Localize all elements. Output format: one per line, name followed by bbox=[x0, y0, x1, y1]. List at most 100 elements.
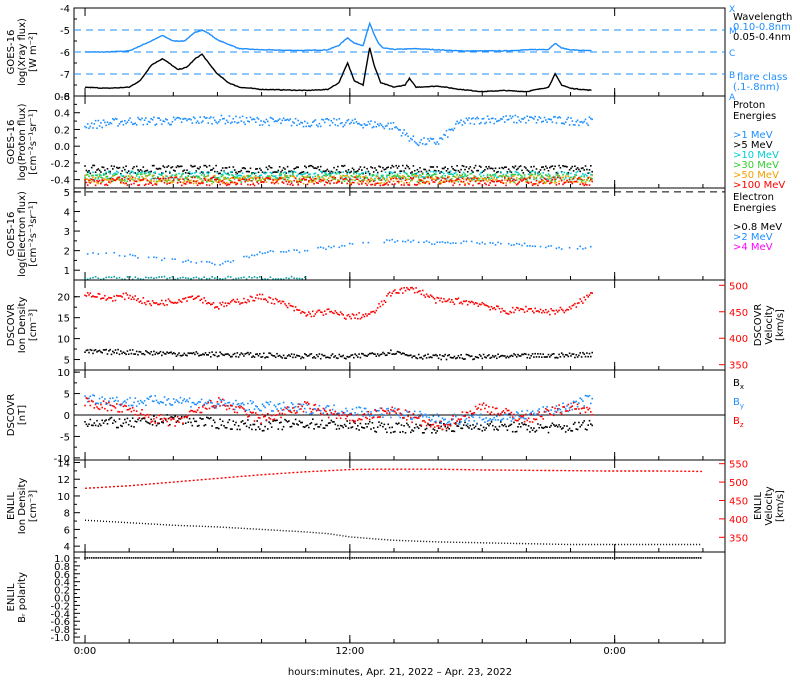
data-point bbox=[306, 171, 309, 174]
data-point bbox=[112, 180, 114, 182]
data-point bbox=[325, 424, 327, 427]
data-point bbox=[240, 120, 243, 122]
data-point bbox=[312, 412, 314, 414]
data-point bbox=[139, 557, 141, 559]
data-point bbox=[522, 179, 525, 181]
data-point bbox=[537, 172, 539, 174]
data-point bbox=[354, 118, 356, 120]
data-point bbox=[521, 180, 523, 182]
data-point bbox=[361, 426, 363, 428]
data-point bbox=[233, 411, 236, 413]
data-point bbox=[261, 252, 264, 255]
data-point bbox=[285, 175, 288, 177]
data-point bbox=[131, 278, 134, 281]
data-point bbox=[517, 353, 519, 356]
data-point bbox=[298, 420, 301, 422]
data-point bbox=[106, 298, 109, 300]
data-point bbox=[131, 404, 134, 407]
data-point bbox=[583, 184, 585, 187]
data-point bbox=[587, 355, 589, 358]
data-point bbox=[290, 425, 293, 428]
data-point bbox=[157, 557, 159, 559]
data-point bbox=[195, 121, 198, 124]
data-point bbox=[145, 303, 147, 306]
data-point bbox=[476, 408, 478, 410]
data-point bbox=[347, 171, 350, 173]
data-point bbox=[171, 404, 174, 406]
data-point bbox=[203, 353, 205, 356]
data-point bbox=[184, 415, 187, 418]
data-point bbox=[229, 180, 232, 182]
data-point bbox=[312, 165, 314, 168]
data-point bbox=[370, 311, 372, 313]
data-point bbox=[235, 182, 237, 184]
data-point bbox=[125, 165, 127, 167]
data-point bbox=[137, 353, 139, 356]
data-point bbox=[229, 181, 232, 184]
data-point bbox=[398, 408, 400, 410]
legend-entry-label: >1 MeV bbox=[733, 130, 773, 141]
data-point bbox=[407, 135, 409, 138]
data-point bbox=[343, 245, 346, 247]
data-point bbox=[366, 315, 368, 317]
data-point bbox=[510, 180, 513, 183]
data-point bbox=[437, 425, 440, 427]
data-point bbox=[221, 118, 224, 120]
data-point bbox=[530, 116, 532, 118]
data-point bbox=[296, 354, 298, 357]
data-point bbox=[210, 401, 212, 404]
data-point bbox=[329, 311, 331, 313]
data-point bbox=[96, 181, 98, 184]
data-point bbox=[539, 173, 542, 175]
data-point bbox=[531, 182, 534, 185]
data-point bbox=[384, 168, 387, 170]
data-point bbox=[89, 292, 92, 294]
data-point bbox=[428, 181, 431, 184]
data-point bbox=[510, 177, 513, 179]
data-point bbox=[357, 170, 359, 172]
data-point bbox=[432, 170, 435, 173]
data-point bbox=[248, 276, 250, 278]
data-point bbox=[219, 179, 221, 182]
data-point bbox=[298, 177, 301, 180]
data-point bbox=[298, 180, 301, 183]
data-point bbox=[510, 117, 513, 120]
data-point bbox=[269, 171, 272, 174]
data-point bbox=[568, 427, 571, 430]
data-point bbox=[321, 176, 323, 178]
data-point bbox=[162, 421, 164, 424]
data-point bbox=[531, 117, 534, 119]
series-proton-5 bbox=[84, 176, 593, 187]
data-point bbox=[227, 402, 229, 404]
data-point bbox=[364, 313, 367, 315]
data-point bbox=[431, 418, 433, 421]
data-point bbox=[89, 179, 92, 182]
data-point bbox=[535, 356, 538, 358]
data-point bbox=[130, 183, 133, 186]
data-point bbox=[559, 426, 562, 428]
data-point bbox=[346, 171, 348, 174]
data-point bbox=[402, 292, 404, 294]
data-point bbox=[90, 400, 93, 402]
data-point bbox=[143, 416, 146, 419]
y-axis-label: ENLILIon Density[cm⁻³] bbox=[6, 478, 39, 535]
data-point bbox=[555, 424, 558, 427]
data-point bbox=[175, 176, 178, 179]
data-point bbox=[243, 178, 245, 181]
data-point bbox=[460, 301, 462, 304]
data-point bbox=[129, 276, 131, 278]
data-point bbox=[108, 350, 110, 352]
data-point bbox=[496, 407, 498, 410]
data-point bbox=[333, 557, 336, 559]
data-point bbox=[439, 241, 441, 244]
data-point bbox=[267, 177, 269, 179]
data-point bbox=[489, 357, 491, 359]
data-point bbox=[174, 301, 176, 304]
data-point bbox=[588, 116, 591, 118]
data-point bbox=[500, 181, 502, 184]
data-point bbox=[178, 299, 180, 301]
data-point bbox=[244, 176, 246, 179]
data-point bbox=[551, 422, 554, 425]
data-point bbox=[460, 180, 462, 183]
